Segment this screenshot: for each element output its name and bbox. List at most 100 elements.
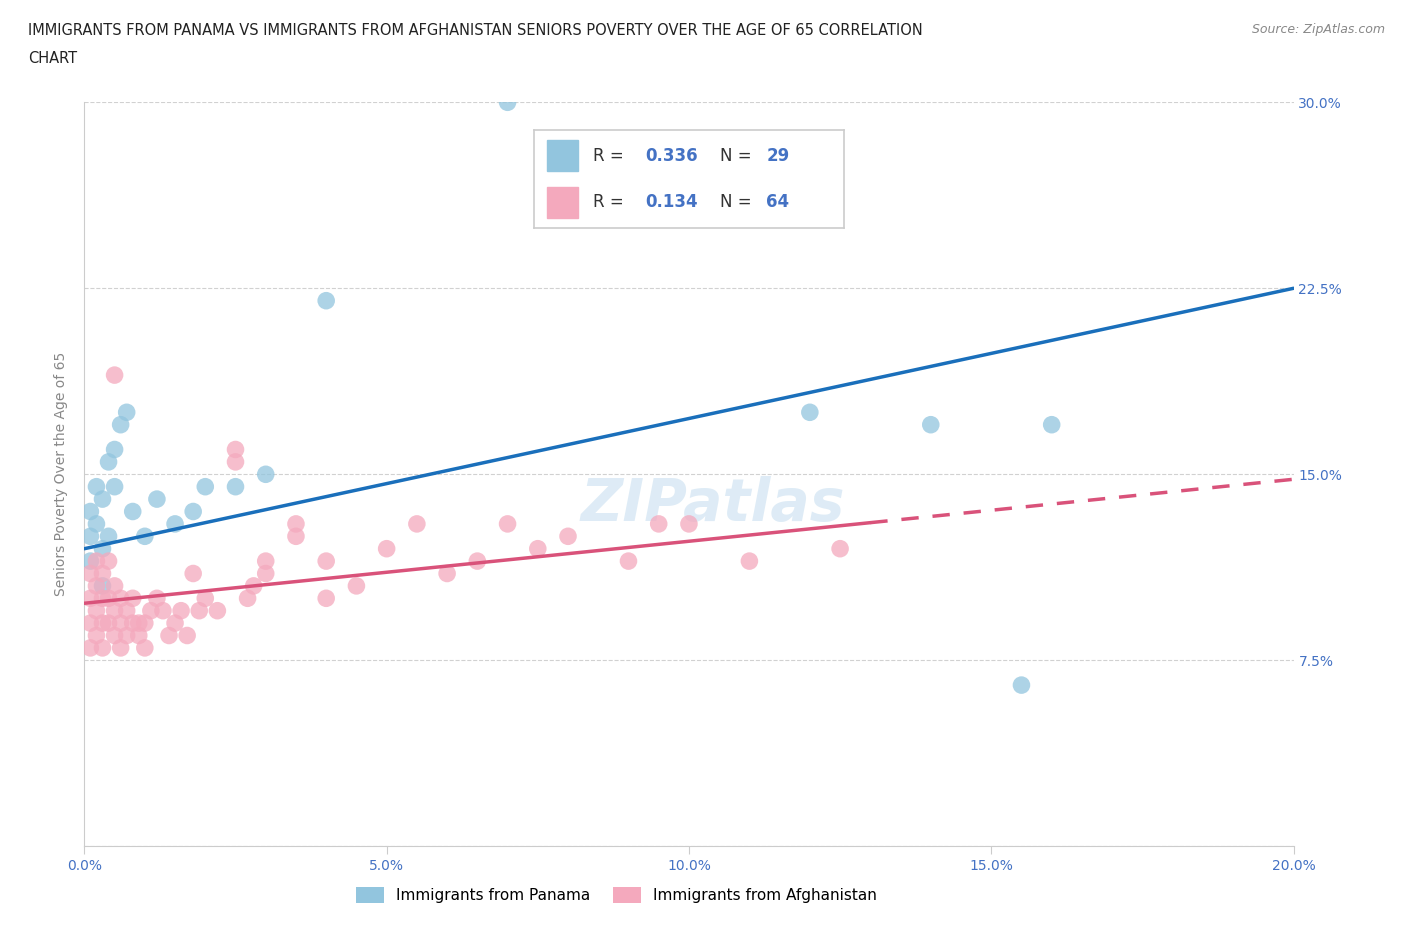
Point: [139, 604, 162, 618]
Point: [1040, 418, 1063, 432]
Point: [146, 591, 169, 605]
Text: 0.336: 0.336: [645, 147, 699, 165]
Point: [375, 541, 398, 556]
Point: [181, 566, 204, 581]
Point: [236, 591, 259, 605]
Point: [315, 553, 337, 568]
Point: [254, 467, 277, 482]
Point: [467, 553, 489, 568]
Point: [91, 578, 114, 593]
Point: [110, 616, 132, 631]
Text: N =: N =: [720, 193, 756, 211]
Point: [678, 516, 700, 531]
Point: [79, 529, 101, 544]
Point: [115, 628, 138, 643]
Point: [134, 529, 156, 544]
Point: [165, 616, 187, 631]
Point: [496, 95, 519, 110]
Text: 29: 29: [766, 147, 790, 165]
Point: [91, 641, 114, 656]
Point: [128, 628, 150, 643]
Point: [86, 628, 108, 643]
Bar: [547, 140, 578, 171]
Point: [194, 591, 217, 605]
Text: IMMIGRANTS FROM PANAMA VS IMMIGRANTS FROM AFGHANISTAN SENIORS POVERTY OVER THE A: IMMIGRANTS FROM PANAMA VS IMMIGRANTS FRO…: [28, 23, 922, 38]
Point: [285, 529, 308, 544]
Text: N =: N =: [720, 147, 756, 165]
Point: [134, 641, 156, 656]
Point: [110, 641, 132, 656]
Point: [648, 516, 671, 531]
Point: [315, 591, 337, 605]
Point: [79, 641, 101, 656]
Point: [207, 604, 229, 618]
Point: [194, 479, 217, 494]
Point: [97, 553, 120, 568]
Text: R =: R =: [593, 147, 628, 165]
Point: [115, 405, 138, 419]
Point: [254, 566, 277, 581]
Point: [225, 442, 247, 457]
Point: [830, 541, 852, 556]
Point: [97, 616, 120, 631]
Point: [104, 628, 127, 643]
Point: [79, 504, 101, 519]
Point: [799, 405, 821, 419]
Point: [285, 516, 308, 531]
Text: 0.134: 0.134: [645, 193, 699, 211]
Point: [104, 604, 127, 618]
Point: [121, 504, 143, 519]
Point: [115, 604, 138, 618]
Point: [86, 516, 108, 531]
Text: R =: R =: [593, 193, 628, 211]
Point: [91, 591, 114, 605]
Point: [152, 604, 174, 618]
Point: [79, 591, 101, 605]
Point: [104, 578, 127, 593]
Point: [97, 529, 120, 544]
Point: [91, 566, 114, 581]
Point: [225, 479, 247, 494]
Point: [86, 553, 108, 568]
Point: [157, 628, 180, 643]
Legend: Immigrants from Panama, Immigrants from Afghanistan: Immigrants from Panama, Immigrants from …: [350, 881, 883, 910]
Point: [170, 604, 193, 618]
Point: [436, 566, 458, 581]
Point: [557, 181, 579, 196]
Point: [97, 591, 120, 605]
Point: [110, 591, 132, 605]
Text: 64: 64: [766, 193, 789, 211]
Point: [121, 591, 143, 605]
Point: [181, 504, 204, 519]
Point: [527, 541, 550, 556]
Bar: [547, 187, 578, 219]
Point: [104, 442, 127, 457]
Point: [104, 367, 127, 382]
Point: [121, 616, 143, 631]
Point: [91, 492, 114, 507]
Point: [176, 628, 198, 643]
Point: [91, 541, 114, 556]
Point: [557, 529, 579, 544]
Point: [146, 492, 169, 507]
Point: [86, 479, 108, 494]
Text: ZIPatlas: ZIPatlas: [581, 475, 845, 533]
Point: [315, 293, 337, 308]
Text: CHART: CHART: [28, 51, 77, 66]
Point: [128, 616, 150, 631]
Point: [617, 553, 640, 568]
Y-axis label: Seniors Poverty Over the Age of 65: Seniors Poverty Over the Age of 65: [55, 352, 69, 596]
Point: [134, 616, 156, 631]
Point: [920, 418, 942, 432]
Point: [86, 578, 108, 593]
Point: [104, 479, 127, 494]
Point: [110, 418, 132, 432]
Point: [225, 455, 247, 470]
Point: [79, 553, 101, 568]
Point: [738, 553, 761, 568]
Point: [346, 578, 368, 593]
Point: [496, 516, 519, 531]
Point: [188, 604, 211, 618]
Text: Source: ZipAtlas.com: Source: ZipAtlas.com: [1251, 23, 1385, 36]
Point: [254, 553, 277, 568]
